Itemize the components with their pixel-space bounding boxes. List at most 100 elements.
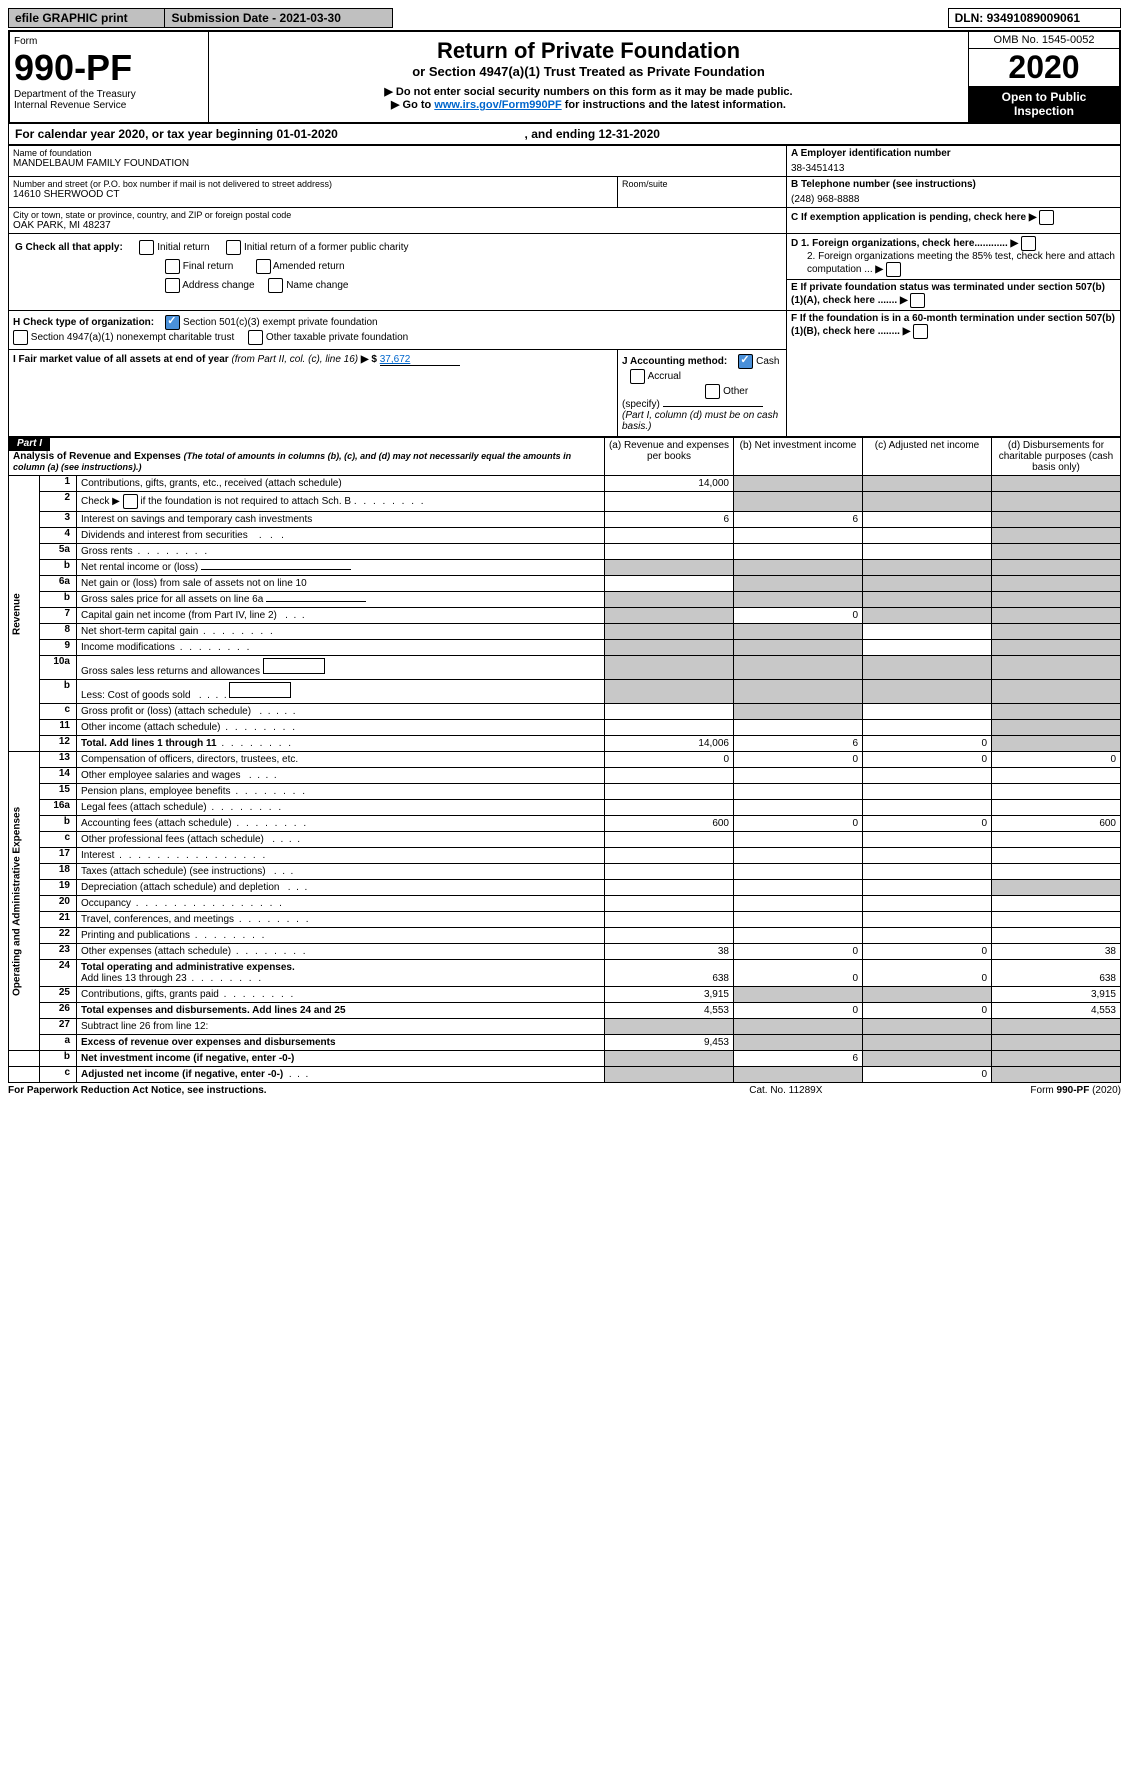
line-13-a: 0 [605, 752, 734, 768]
line-10b-desc: Less: Cost of goods sold . . . . [77, 680, 605, 704]
line-12-num: 12 [40, 736, 77, 752]
d1-checkbox[interactable] [1021, 236, 1036, 251]
i-label1: I Fair market value of all assets at end… [13, 354, 231, 365]
j-cash-checkbox[interactable] [738, 354, 753, 369]
line-16b-desc: Accounting fees (attach schedule) [77, 816, 605, 832]
cal-text2: , and ending [525, 127, 599, 141]
h-4947-checkbox[interactable] [13, 330, 28, 345]
f-checkbox[interactable] [913, 324, 928, 339]
subdate-val: 2021-03-30 [280, 11, 341, 25]
line-23-a: 38 [605, 944, 734, 960]
dln-label: DLN: [955, 11, 987, 25]
h-other-checkbox[interactable] [248, 330, 263, 345]
c-checkbox[interactable] [1039, 210, 1054, 225]
street-address: 14610 SHERWOOD CT [13, 189, 613, 200]
line-2-desc2: if the foundation is not required to att… [138, 496, 351, 507]
form-number: 990-PF [14, 47, 204, 89]
g-initial: Initial return [157, 242, 209, 253]
line-23-d: 38 [992, 944, 1121, 960]
g-final-checkbox[interactable] [165, 259, 180, 274]
line-21-num: 21 [40, 912, 77, 928]
g-former-checkbox[interactable] [226, 240, 241, 255]
e-checkbox[interactable] [910, 293, 925, 308]
line-27c-desc: Adjusted net income (if negative, enter … [77, 1067, 605, 1083]
line-13-d: 0 [992, 752, 1121, 768]
warning-ssn: ▶ Do not enter social security numbers o… [215, 85, 962, 98]
d2-checkbox[interactable] [886, 262, 901, 277]
line-1-desc: Contributions, gifts, grants, etc., rece… [77, 476, 605, 492]
line-27c-c: 0 [863, 1067, 992, 1083]
goto-post: for instructions and the latest informat… [562, 99, 786, 111]
g-addrchg-checkbox[interactable] [165, 278, 180, 293]
line-18-desc: Taxes (attach schedule) (see instruction… [77, 864, 605, 880]
i-fmv-value[interactable]: 37,672 [380, 354, 460, 366]
line-12-c: 0 [863, 736, 992, 752]
form-word: Form [14, 36, 204, 47]
col-b-header: (b) Net investment income [734, 438, 863, 476]
line-27a-num: a [40, 1035, 77, 1051]
h-other: Other taxable private foundation [266, 332, 408, 343]
form990pf-link[interactable]: www.irs.gov/Form990PF [434, 99, 561, 111]
j-note: (Part I, column (d) must be on cash basi… [622, 410, 778, 432]
line-10a-desc: Gross sales less returns and allowances [77, 656, 605, 680]
line-16b-b: 0 [734, 816, 863, 832]
line-6a-num: 6a [40, 576, 77, 592]
cal-begin: 01-01-2020 [276, 127, 337, 141]
line-16b-a: 600 [605, 816, 734, 832]
line-9-desc: Income modifications [77, 640, 605, 656]
g-addrchg: Address change [182, 280, 254, 291]
line-17-desc: Interest [77, 848, 605, 864]
addr-label: Number and street (or P.O. box number if… [13, 179, 613, 189]
footer-right: Form 990-PF (2020) [882, 1085, 1121, 1096]
line-17-num: 17 [40, 848, 77, 864]
cal-text1: For calendar year 2020, or tax year begi… [15, 127, 276, 141]
j-accrual-checkbox[interactable] [630, 369, 645, 384]
line-6b-desc: Gross sales price for all assets on line… [77, 592, 605, 608]
part1-table: Part I Analysis of Revenue and Expenses … [8, 437, 1121, 1083]
irs: Internal Revenue Service [14, 100, 204, 111]
i-label2: (from Part II, col. (c), line 16) [231, 354, 358, 365]
line-8-num: 8 [40, 624, 77, 640]
g-namechg-checkbox[interactable] [268, 278, 283, 293]
goto-pre: ▶ Go to [391, 99, 434, 111]
line-24-desc: Total operating and administrative expen… [77, 960, 605, 987]
submission-date: Submission Date - 2021-03-30 [165, 9, 392, 28]
line-27b-num: b [40, 1051, 77, 1067]
line-13-c: 0 [863, 752, 992, 768]
j-cash: Cash [756, 356, 779, 367]
line-13-b: 0 [734, 752, 863, 768]
d2-label: 2. Foreign organizations meeting the 85%… [807, 251, 1115, 275]
line-26-a: 4,553 [605, 1003, 734, 1019]
line-13-num: 13 [40, 752, 77, 768]
g-initial-checkbox[interactable] [139, 240, 154, 255]
g-namechg: Name change [286, 280, 348, 291]
line-2-checkbox[interactable] [123, 494, 138, 509]
j-other-checkbox[interactable] [705, 384, 720, 399]
open-to-public: Open to Public Inspection [969, 86, 1119, 122]
g-amended-checkbox[interactable] [256, 259, 271, 274]
efile-print-button[interactable]: efile GRAPHIC print [9, 9, 165, 28]
line-19-num: 19 [40, 880, 77, 896]
ein-value: 38-3451413 [791, 159, 1116, 174]
line-24-num: 24 [40, 960, 77, 987]
form-title: Return of Private Foundation [215, 38, 962, 64]
line-23-num: 23 [40, 944, 77, 960]
h-501c3-checkbox[interactable] [165, 315, 180, 330]
line-27b-desc: Net investment income (if negative, ente… [77, 1051, 605, 1067]
line-27b-b: 6 [734, 1051, 863, 1067]
line-7-desc: Capital gain net income (from Part IV, l… [77, 608, 605, 624]
subdate-label: Submission Date - [171, 11, 279, 25]
line-22-num: 22 [40, 928, 77, 944]
line-3-b: 6 [734, 512, 863, 528]
dept-treasury: Department of the Treasury [14, 89, 204, 100]
line-26-num: 26 [40, 1003, 77, 1019]
line-25-a: 3,915 [605, 987, 734, 1003]
line-22-desc: Printing and publications [77, 928, 605, 944]
line-8-desc: Net short-term capital gain [77, 624, 605, 640]
h-4947: Section 4947(a)(1) nonexempt charitable … [31, 332, 234, 343]
line-27c-num: c [40, 1067, 77, 1083]
line-3-num: 3 [40, 512, 77, 528]
line-24-b: 0 [734, 960, 863, 987]
line-24-c: 0 [863, 960, 992, 987]
line-18-num: 18 [40, 864, 77, 880]
